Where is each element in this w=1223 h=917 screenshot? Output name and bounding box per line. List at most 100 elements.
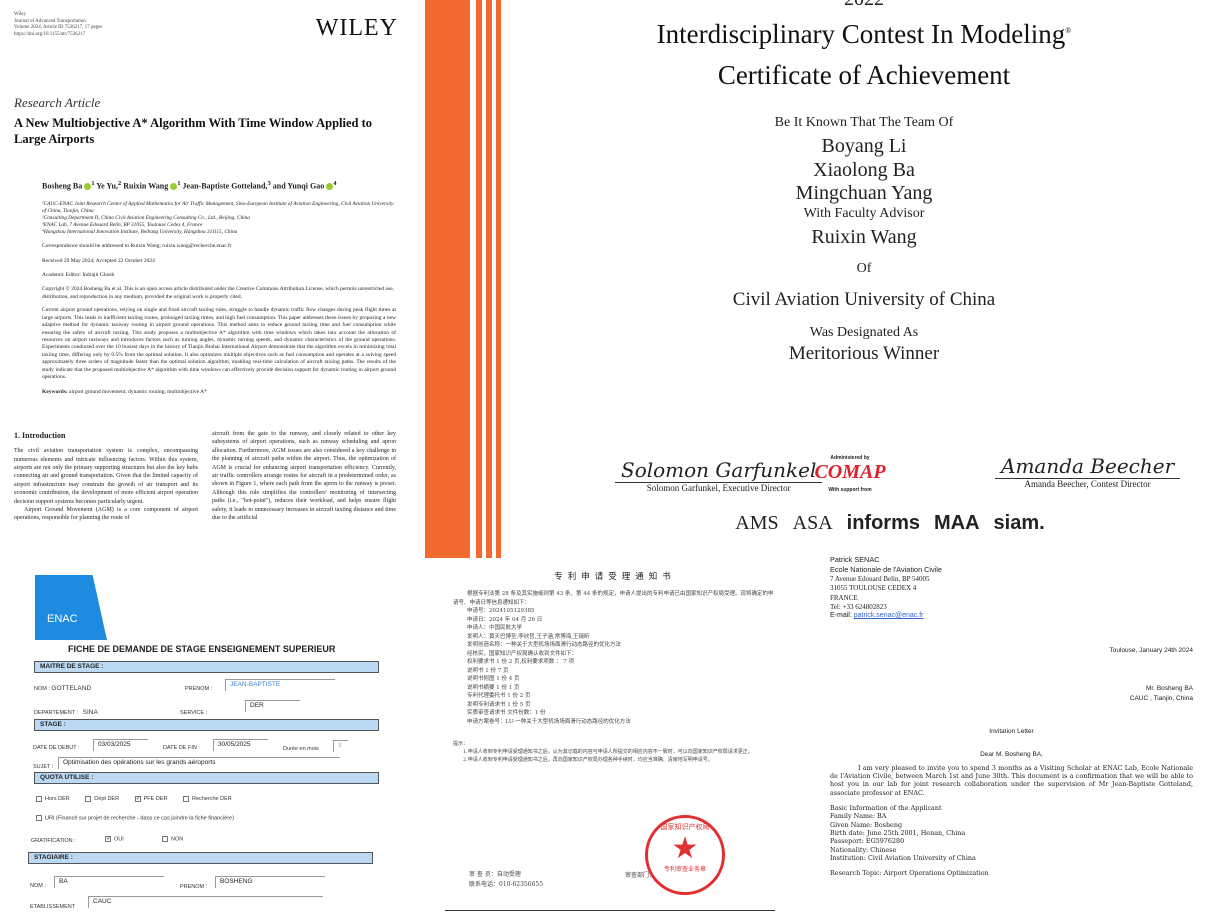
nom-field: NOM : GOTTELAND [34,685,91,692]
team-member: Mingchuan Yang [795,182,933,205]
start-date-field[interactable]: 03/03/2025 [93,739,148,751]
meta-line: Wiley [14,12,27,17]
checkbox[interactable] [36,796,42,802]
ams-logo: AMS [735,512,779,534]
recipient-line: CAUC , Tianjin, China [1129,694,1193,702]
checkbox-label: Recherche DER [191,796,232,803]
author-sup: 2 [117,180,122,188]
detail-line: 经核实，国家知识产权局确认收到文件如下： [467,650,578,657]
section-heading: 1. Introduction [14,431,66,440]
examiner-info: 审 查 员：自动受理 联系电话：010-62356655 [469,870,543,890]
sender-line: Ecole Nationale de l'Aviation Civile [830,564,942,574]
checkbox-checked[interactable]: ✓ [134,796,141,802]
checkbox[interactable] [182,796,189,802]
info-line: Passeport: EG5976280 [830,837,905,846]
form-title: FICHE DE DEMANDE DE STAGE ENSEIGNEMENT S… [68,644,336,654]
detail-line: 实质审查请求书 文件份数：1 份 [467,710,546,717]
signature-image: Solomon Garfunkel [615,458,823,483]
introduction-section: 1. Introduction The civil aviation trans… [14,430,396,523]
detail-line: 权利要求书 1 份 2 页,权利要求项数 ： 7 项 [467,659,574,666]
maa-logo: MAA [934,512,980,534]
field-label: DEPARTEMENT : [34,710,79,716]
signature-caption: Amanda Beecher, Contest Director [1024,479,1151,489]
notice-title: 专利申请受理通知书 [554,572,676,582]
detail-line: 说明书附图 1 份 4 页 [467,676,520,683]
section-header: QUOTA UTILISE : [34,772,379,784]
detail-line: 专利代理委托书 1 份 2 页 [467,693,531,700]
doi-link[interactable]: https://doi.org/10.1155/atr/7536217 [14,31,86,37]
meta-line: Volume 2024, Article ID 7536217, 17 page… [14,25,103,30]
paragraph: Airport Ground Movement (AGM) is a core … [14,506,198,522]
advisor-name: Ruixin Wang [811,225,917,248]
checkbox[interactable] [36,815,42,821]
prenom-field[interactable]: JEAN-BAPTISTE [225,679,335,691]
invitation-letter: Patrick SENAC Ecole Nationale de l'Aviat… [800,555,1223,917]
official-seal: 国家知识产权局 ★ 专利审查业务章 [645,815,725,895]
paper-title: A New Multiobjective A* Algorithm With T… [14,115,373,146]
checkbox-label: Hors DER [45,796,70,803]
service-field[interactable]: DER [245,700,300,712]
info-line: Institution: Civil Aviation University o… [830,853,976,862]
author-sup: 1 [91,180,95,188]
certificate: 2022 Interdisciplinary Contest In Modeli… [425,0,1223,558]
address-line: 31055 TOULOUSE CEDEX 4 [830,584,917,593]
affiliations: ¹CAUC-ENAC Joint Research Center of Appl… [42,201,396,237]
detail-line: 说明书摘要 1 份 1 页 [467,684,520,691]
examiner: 审 查 员：自动受理 [469,871,521,878]
award: Meritorious Winner [788,343,940,365]
field-label: DATE DE FIN : [163,745,200,751]
detail-line: 申请号：2024105129385 [467,608,535,615]
phone: 联系电话：010-62356655 [469,881,544,889]
sender-address: 7 Avenue Edouard Belin, BP 54005 31055 T… [830,575,1193,613]
signature-image: Amanda Beecher [995,454,1181,479]
sender-line: Patrick SENAC [830,555,880,564]
paragraph: aircraft from the gate to the runway, an… [212,431,396,521]
checkbox-label: NON [171,836,184,843]
notice-paragraph: 根据专利法第 28 条及其实施细则第 43 条、第 44 条的规定，申请人提出的… [453,591,774,606]
affiliation: ¹CAUC-ENAC Joint Research Center of Appl… [42,200,394,214]
trainee-surname-field[interactable]: BA [54,876,164,888]
gratification-non: NON [162,836,183,842]
field-value: GOTTELAND [51,685,92,692]
orcid-icon[interactable] [326,183,334,191]
trainee-firstname-field[interactable]: BOSHENG [215,876,325,888]
author-sup: 3 [267,180,271,188]
checkbox-label: OUI [114,836,124,843]
checkbox-checked[interactable]: ✓ [105,836,112,842]
signature-caption: Solomon Garfunkel, Executive Director [646,483,791,493]
orange-stripe [496,0,501,558]
field-label: NOM : [34,686,50,692]
article-type: Research Article [14,95,101,110]
letter-date: Toulouse, January 24th 2024 [1109,647,1193,655]
checkbox[interactable] [162,836,168,842]
author-sup: 4 [333,180,337,188]
detail-line: 发明创造名称：一种关于大型机场场面滑行动态路径的优化方法 [467,642,622,649]
research-paper-page: Wiley Journal of Advanced Transportation… [0,0,410,550]
tips: 提示： 1.申请人收到专利申请受理通知书之后，认为其记载的内容与申请人所提交的相… [453,740,777,764]
wiley-logo: WILEY [315,15,398,41]
duration-field[interactable]: 3 [333,740,348,752]
affiliation: ²Consulting Department II, China Civil A… [42,214,250,221]
institution-field[interactable]: CAUC [88,896,323,908]
advisor-label: With Faculty Advisor [803,205,925,221]
dates: Received 29 May 2024; Accepted 22 Octobe… [42,257,155,264]
field-label: GRATIFICATION : [31,838,76,844]
field-label: SUJET : [33,764,54,770]
tips-label: 提示： [453,741,469,748]
email-link[interactable]: patrick.senac@enac.fr [853,612,924,620]
department: 审查部门： [625,872,656,879]
subject-field[interactable]: Optimisation des opérations sur les gran… [58,757,340,769]
info-line: Given Name: Bosheng [830,820,903,829]
cert-year: 2022 [505,0,1223,11]
greeting: Dear M. Bosheng BA, [980,750,1043,758]
author: Jean-Baptiste Gotteland, [182,181,268,191]
end-date-field[interactable]: 30/05/2025 [213,739,268,751]
orange-stripe [486,0,492,558]
detail-line: 发明专利请求书 1 份 5 页 [467,701,531,708]
checkbox[interactable] [85,796,92,802]
section-header: STAGE : [34,719,379,731]
orcid-icon[interactable] [170,183,178,191]
orcid-icon[interactable] [84,183,92,191]
tip: 2.申请人收到专利申请受理通知书之后，再向国家知识产权局办理各种手续时，均应当准… [463,757,713,764]
journal-meta: Wiley Journal of Advanced Transportation… [14,12,396,38]
